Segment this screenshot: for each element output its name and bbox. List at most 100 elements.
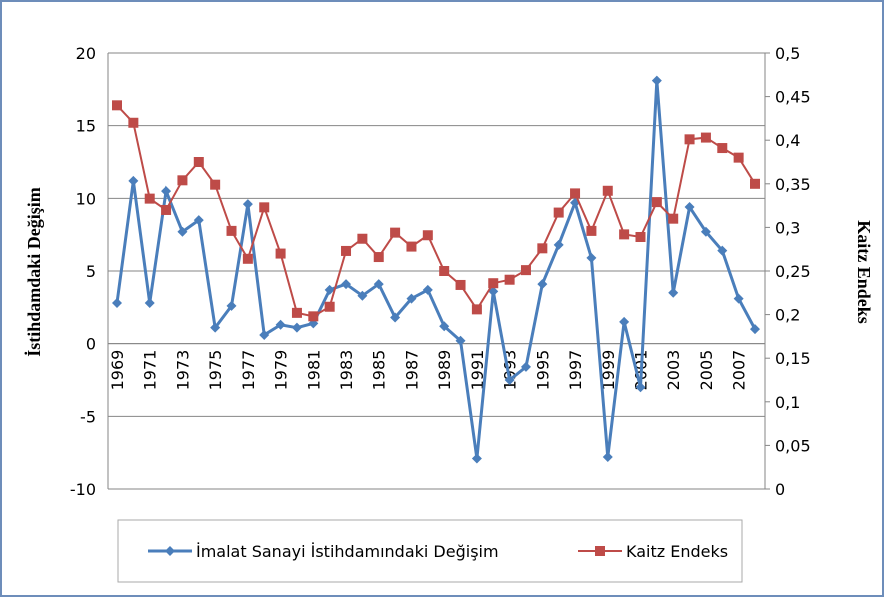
point-marker [341,279,352,290]
point-marker [520,361,531,372]
x-tick-label: 1979 [272,350,291,391]
y2-tick-label: 0,5 [775,44,800,63]
point-marker [161,186,172,197]
y-tick-label: 5 [86,262,96,281]
y-tick-label: -10 [70,480,96,499]
point-marker [504,274,515,285]
point-marker [390,227,401,238]
point-marker [112,100,122,111]
x-tick-label: 1987 [402,350,421,391]
y2-tick-label: 0 [775,480,785,499]
point-marker [275,319,286,330]
point-marker [357,233,368,244]
x-tick-label: 1981 [304,350,323,391]
y-tick-label: 20 [76,44,96,63]
point-marker [193,157,204,167]
x-tick-label: 1999 [599,350,618,391]
point-marker [537,243,548,254]
point-marker [390,312,401,323]
y2-tick-label: 0,3 [775,218,800,237]
y-axis-title: İstihdamdaki Değişim [24,187,44,357]
point-marker [373,252,384,263]
point-marker [619,229,630,240]
x-tick-label: 1977 [239,350,258,391]
point-marker [357,290,368,301]
y2-tick-label: 0,25 [775,262,811,281]
point-marker [471,453,482,464]
x-tick-label: 1995 [533,350,552,391]
point-marker [586,252,597,263]
y2-tick-label: 0,05 [775,436,811,455]
point-marker [733,293,744,304]
point-marker [668,287,679,298]
point-marker [684,202,695,213]
point-marker [635,382,646,393]
x-tick-label: 1971 [141,350,160,391]
point-marker [112,297,122,308]
y2-tick-label: 0,45 [775,88,811,107]
point-marker [275,248,286,259]
point-marker [602,185,613,196]
point-marker [144,297,155,308]
point-marker [750,178,760,189]
point-marker [422,284,433,295]
point-marker [422,230,433,241]
point-marker [619,316,630,327]
y2-tick-label: 0,15 [775,349,811,368]
x-tick-label: 1989 [435,350,454,391]
point-marker [668,213,679,224]
point-marker [700,226,711,237]
legend-box [117,519,743,583]
legend-marker [165,546,175,556]
point-marker [651,197,662,208]
y-tick-label: 15 [76,117,96,136]
x-tick-label: 1969 [108,350,127,391]
point-marker [259,329,270,340]
y-tick-label: 10 [76,189,96,208]
point-marker [700,132,711,143]
point-marker [242,199,253,210]
series-line [116,104,756,318]
point-marker [684,134,695,145]
point-marker [324,284,335,295]
legend-label: Kaitz Endeks [626,542,728,561]
x-tick-label: 1975 [206,350,225,391]
y2-tick-label: 0,2 [775,306,800,325]
point-marker [586,225,597,236]
point-marker [291,307,302,318]
point-marker [128,175,139,186]
point-marker [373,279,384,290]
y2-tick-label: 0,4 [775,131,800,150]
point-marker [144,193,155,204]
point-marker [504,375,515,385]
point-marker [635,231,646,242]
y2-tick-label: 0,1 [775,393,800,412]
point-marker [406,241,417,252]
point-marker [128,117,139,128]
point-marker [308,311,319,322]
x-tick-label: 1985 [370,350,389,391]
point-marker [553,239,564,250]
series-line [115,80,757,459]
point-marker [570,188,581,199]
y2-tick-label: 0,35 [775,175,811,194]
x-tick-label: 1983 [337,350,356,391]
point-marker [439,321,450,332]
point-marker [553,207,564,218]
point-marker [193,215,204,226]
point-marker [177,175,188,186]
point-marker [602,452,613,463]
point-marker [651,75,662,86]
y2-axis-title: Kaitz Endeks [854,220,874,324]
y-tick-label: 0 [86,335,96,354]
legend-label: İmalat Sanayi İstihdamındaki Değişim [196,542,499,561]
point-marker [324,301,335,312]
y-tick-label: -5 [80,407,96,426]
point-marker [717,143,728,154]
point-marker [537,279,548,290]
point-marker [341,245,352,256]
x-tick-label: 1997 [566,350,585,391]
point-marker [291,322,302,333]
